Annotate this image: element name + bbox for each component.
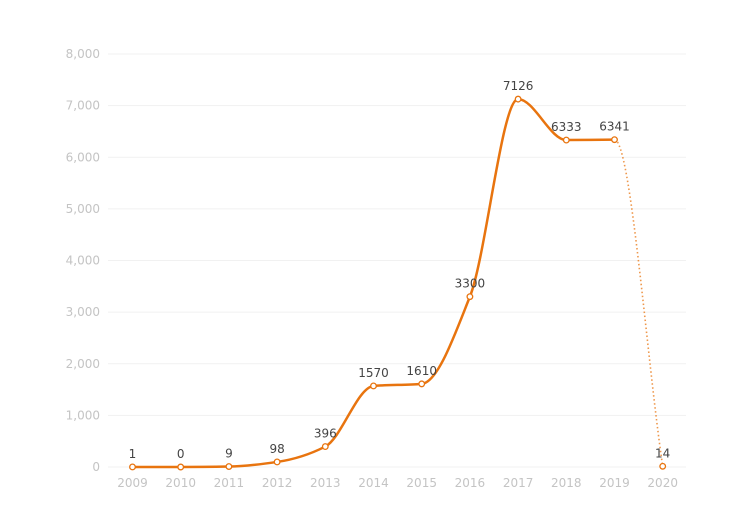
data-point — [562, 136, 570, 144]
x-tick-label: 2015 — [406, 476, 437, 490]
data-point — [225, 463, 233, 470]
data-point — [659, 462, 667, 470]
x-tick-label: 2009 — [117, 476, 148, 490]
data-label: 1570 — [358, 366, 389, 380]
data-label: 98 — [269, 442, 284, 456]
data-label: 14 — [655, 446, 670, 460]
data-point — [129, 463, 136, 471]
data-label: 0 — [177, 447, 185, 461]
data-point — [321, 443, 329, 451]
y-tick-label: 2,000 — [66, 357, 100, 371]
y-tick-label: 8,000 — [66, 47, 100, 61]
data-point — [514, 95, 522, 103]
x-tick-label: 2020 — [647, 476, 678, 490]
data-label: 396 — [314, 427, 337, 441]
y-tick-label: 1,000 — [66, 408, 100, 422]
x-tick-label: 2013 — [310, 476, 341, 490]
data-label: 1 — [129, 447, 137, 461]
data-point — [466, 293, 474, 301]
data-label: 6341 — [599, 120, 630, 134]
data-label: 1610 — [406, 364, 437, 378]
y-tick-label: 3,000 — [66, 305, 100, 319]
y-tick-label: 7,000 — [66, 99, 100, 113]
data-label: 3300 — [455, 277, 486, 291]
data-labels: 1 0 9 98 396 1570 1610 3300 7126 6333 6341 14 — [129, 79, 671, 461]
y-tick-label: 5,000 — [66, 202, 100, 216]
x-tick-label: 2010 — [165, 476, 196, 490]
x-tick-label: 2012 — [262, 476, 293, 490]
data-label: 6333 — [551, 120, 582, 134]
data-point — [418, 380, 426, 388]
data-label: 7126 — [503, 79, 534, 93]
y-axis-ticks: 0 1,000 2,000 3,000 4,000 5,000 6,000 7,000 8,00… — [66, 47, 100, 474]
data-point — [370, 382, 377, 390]
gridlines — [108, 53, 686, 468]
y-tick-label: 0 — [92, 460, 100, 474]
x-tick-label: 2016 — [455, 476, 486, 490]
y-tick-label: 4,000 — [66, 254, 100, 268]
data-point — [611, 136, 618, 144]
x-tick-label: 2019 — [599, 476, 630, 490]
data-point — [273, 458, 281, 466]
x-tick-label: 2017 — [503, 476, 534, 490]
x-axis-ticks: 2009 2010 2011 2012 2013 2014 2015 2016 2017 2018… — [117, 476, 678, 490]
series-line — [131, 97, 616, 469]
y-tick-label: 6,000 — [66, 150, 100, 164]
x-tick-label: 2018 — [551, 476, 582, 490]
series-line-projected — [614, 138, 664, 467]
data-point — [177, 463, 185, 471]
x-tick-label: 2014 — [358, 476, 389, 490]
series-points — [129, 95, 667, 471]
x-tick-label: 2011 — [214, 476, 245, 490]
data-label: 9 — [225, 447, 233, 461]
series-lines — [131, 97, 664, 469]
